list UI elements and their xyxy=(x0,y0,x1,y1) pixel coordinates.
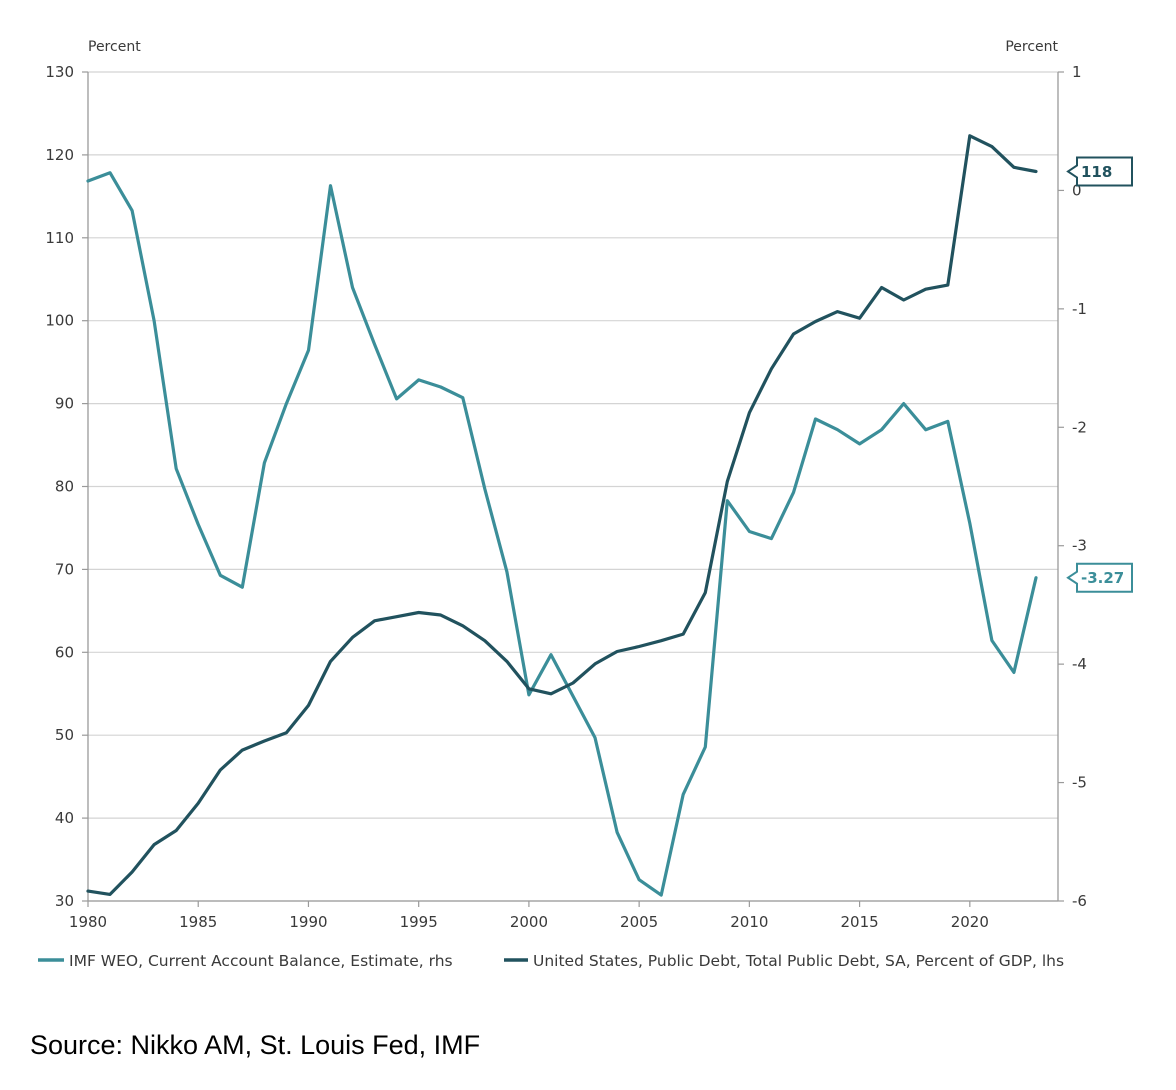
x-tick-label: 2005 xyxy=(620,913,658,931)
right-axis-ticks: -6 -5 -4 -3 -2 -1 0 1 xyxy=(1058,63,1087,910)
left-tick-label: 80 xyxy=(55,478,74,496)
left-tick-label: 60 xyxy=(55,643,74,661)
x-axis-ticks: 1980 1985 1990 1995 2000 2005 2010 2015 2020 xyxy=(69,901,989,931)
series-line-public-debt xyxy=(86,134,1038,897)
left-tick-label: 90 xyxy=(55,395,74,413)
x-tick-label: 1995 xyxy=(400,913,438,931)
end-value-callouts: -3.27 118 xyxy=(1066,156,1133,593)
right-tick-label: -3 xyxy=(1072,537,1087,555)
line-chart: 30 40 50 60 70 80 90 100 110 120 130 -6 -5 -4 -3 -2 -1 0… xyxy=(38,39,1133,970)
legend-label: United States, Public Debt, Total Public… xyxy=(533,952,1064,970)
right-tick-label: -5 xyxy=(1072,774,1087,792)
x-tick-label: 2015 xyxy=(840,913,878,931)
right-tick-label: 0 xyxy=(1072,181,1082,199)
left-tick-label: 130 xyxy=(45,63,74,81)
end-value-callout-box xyxy=(1066,562,1133,593)
right-tick-label: -6 xyxy=(1072,892,1087,910)
left-axis-ticks: 30 40 50 60 70 80 90 100 110 120 130 xyxy=(45,63,88,910)
left-tick-label: 100 xyxy=(45,312,74,330)
x-tick-label: 1985 xyxy=(179,913,217,931)
left-tick-label: 50 xyxy=(55,726,74,744)
right-axis-unit-label: Percent xyxy=(1005,39,1058,55)
source-note: Source: Nikko AM, St. Louis Fed, IMF xyxy=(30,1030,481,1060)
left-tick-label: 70 xyxy=(55,560,74,578)
x-tick-label: 2010 xyxy=(730,913,768,931)
end-value-label: -3.27 xyxy=(1081,569,1124,587)
left-tick-label: 120 xyxy=(45,146,74,164)
left-tick-label: 40 xyxy=(55,809,74,827)
end-value-label: 118 xyxy=(1081,163,1112,181)
x-tick-label: 2000 xyxy=(510,913,548,931)
right-tick-label: -2 xyxy=(1072,418,1087,436)
legend-item: United States, Public Debt, Total Public… xyxy=(504,952,1064,970)
series-line-current-account xyxy=(86,171,1038,897)
left-tick-label: 110 xyxy=(45,229,74,247)
legend-label: IMF WEO, Current Account Balance, Estima… xyxy=(69,952,453,970)
end-value-callout-box xyxy=(1066,156,1133,187)
x-tick-label: 2020 xyxy=(951,913,989,931)
legend: IMF WEO, Current Account Balance, Estima… xyxy=(38,952,1064,970)
left-tick-label: 30 xyxy=(55,892,74,910)
left-axis-unit-label: Percent xyxy=(88,39,141,55)
right-tick-label: -1 xyxy=(1072,300,1087,318)
legend-item: IMF WEO, Current Account Balance, Estima… xyxy=(38,952,453,970)
right-tick-label: 1 xyxy=(1072,63,1082,81)
x-tick-label: 1990 xyxy=(289,913,327,931)
x-tick-label: 1980 xyxy=(69,913,107,931)
gridlines xyxy=(88,71,1058,902)
series-lines xyxy=(86,134,1038,897)
right-tick-label: -4 xyxy=(1072,655,1087,673)
